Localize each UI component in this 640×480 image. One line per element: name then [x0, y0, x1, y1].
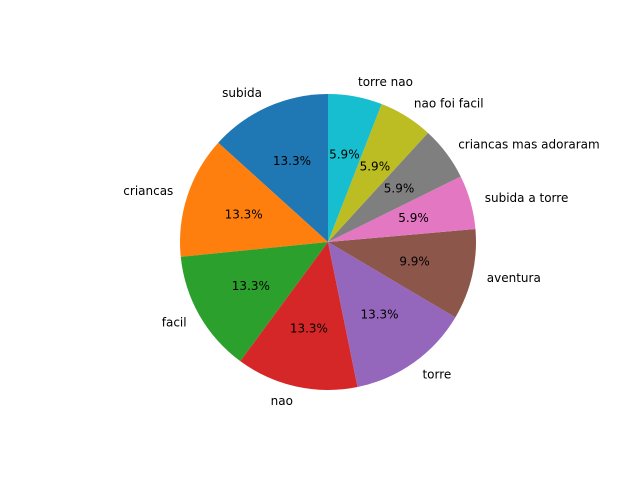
pie-slice-nao-foi-facil — [328, 104, 428, 243]
pie-percent-label: 5.9% — [329, 148, 360, 162]
pie-category-label: aventura — [487, 271, 541, 285]
pie-slice-criancas — [180, 142, 328, 257]
pie-percent-label: 13.3% — [232, 279, 270, 293]
pie-category-label: nao foi facil — [414, 97, 484, 111]
pie-slices — [180, 94, 476, 390]
pie-slice-subida — [218, 94, 328, 242]
pie-percent-label: 5.9% — [360, 160, 391, 174]
pie-slice-aventura — [328, 228, 476, 318]
pie-category-label: torre nao — [358, 75, 413, 89]
pie-percent-label: 13.3% — [225, 207, 263, 221]
pie-percent-label: 13.3% — [290, 322, 328, 336]
pie-slice-torre — [328, 242, 456, 388]
pie-slice-torre-nao — [328, 94, 382, 242]
pie-percent-label: 5.9% — [384, 182, 415, 196]
pie-category-label: facil — [162, 316, 187, 330]
pie-category-label: subida a torre — [485, 191, 569, 205]
pie-percent-label: 13.3% — [360, 307, 398, 321]
pie-slice-nao — [240, 242, 358, 390]
pie-category-label: subida — [222, 86, 262, 100]
pie-category-label: torre — [422, 368, 451, 382]
pie-slice-subida-a-torre — [328, 176, 476, 242]
pie-category-label: criancas — [123, 184, 173, 198]
pie-slice-facil — [180, 242, 328, 362]
pie-percent-label: 9.9% — [399, 255, 430, 269]
pie-labels: 13.3% subida 13.3% criancas 13.3% facil 13.3% n… — [123, 75, 599, 408]
pie-category-label: criancas mas adoraram — [458, 137, 600, 151]
pie-percent-label: 5.9% — [398, 211, 429, 225]
pie-slice-criancas-mas-adoraram — [328, 132, 461, 242]
pie-percent-label: 13.3% — [273, 154, 311, 168]
pie-category-label: nao — [271, 394, 293, 408]
